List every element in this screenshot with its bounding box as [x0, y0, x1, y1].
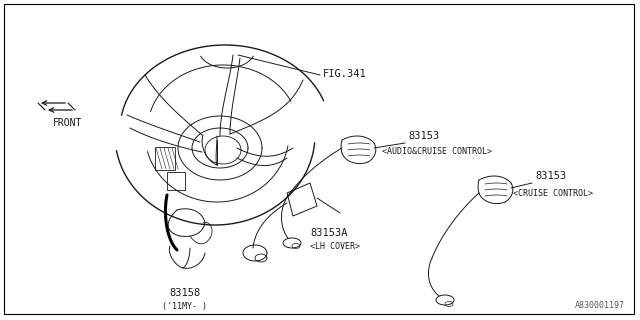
Text: FIG.341: FIG.341 [323, 69, 367, 79]
Text: A830001197: A830001197 [575, 301, 625, 310]
Text: 83153: 83153 [535, 171, 566, 181]
Text: <LH COVER>: <LH COVER> [310, 242, 360, 251]
Text: 83158: 83158 [170, 288, 200, 298]
Text: FRONT: FRONT [53, 118, 83, 128]
Text: <CRUISE CONTROL>: <CRUISE CONTROL> [513, 188, 593, 197]
Text: <AUDIO&CRUISE CONTROL>: <AUDIO&CRUISE CONTROL> [382, 147, 492, 156]
Text: ('11MY- ): ('11MY- ) [163, 301, 207, 310]
Text: 83153: 83153 [408, 131, 439, 141]
Text: 83153A: 83153A [310, 228, 348, 238]
